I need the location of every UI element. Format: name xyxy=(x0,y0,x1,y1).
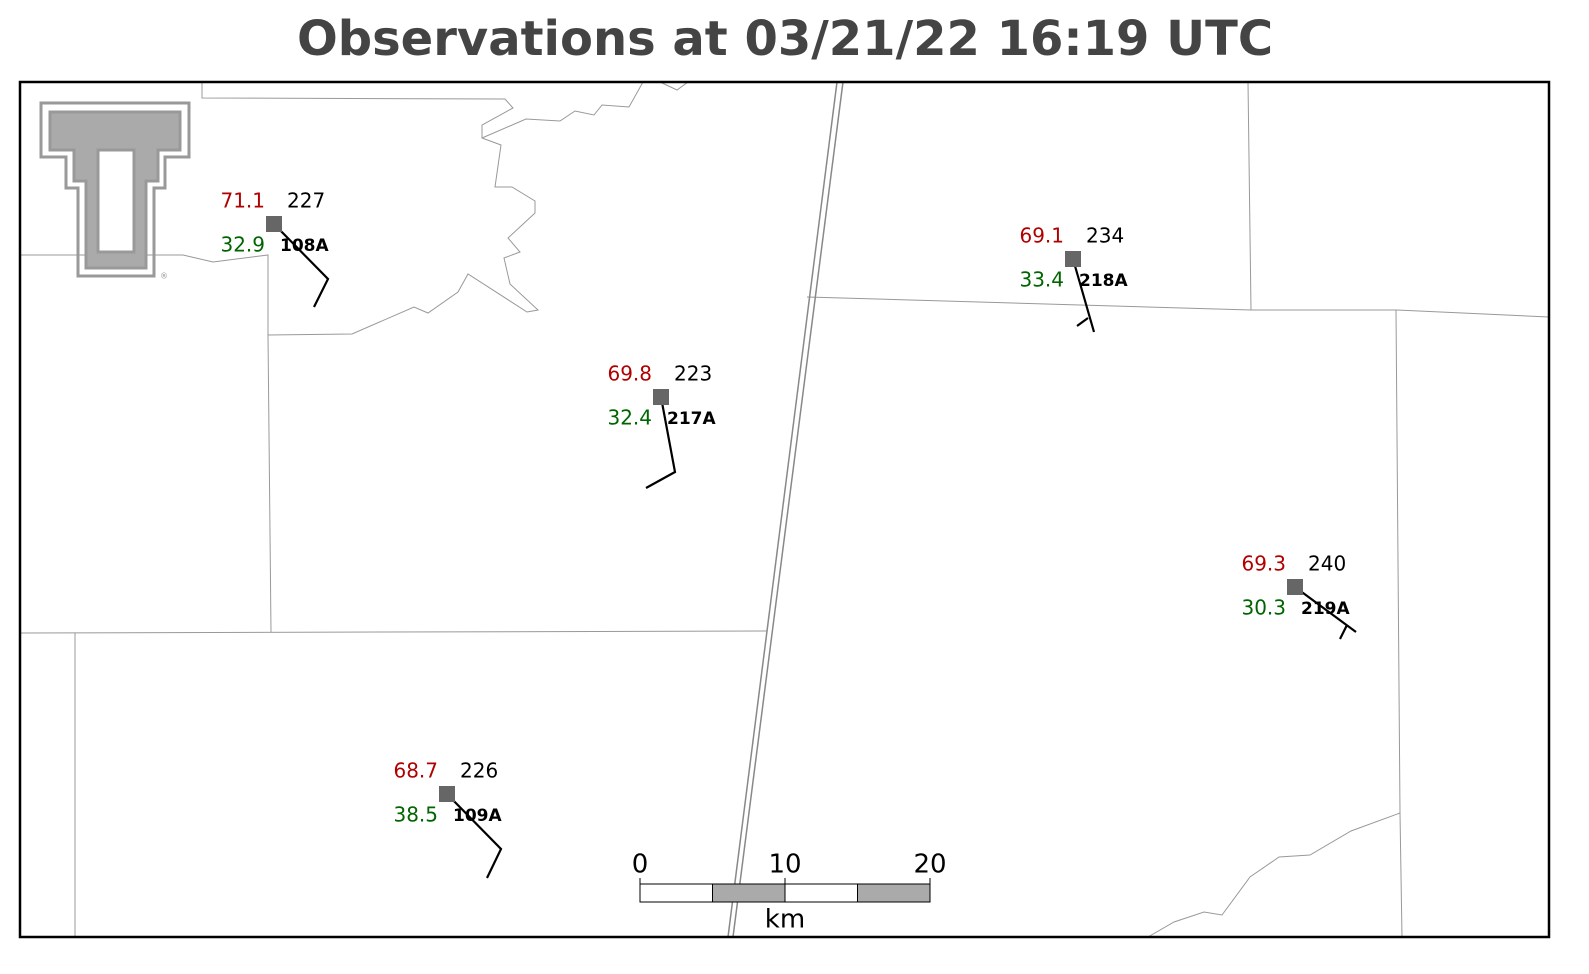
wind-barb xyxy=(1294,586,1357,640)
station-id: 108A xyxy=(280,236,329,256)
station-marker xyxy=(266,216,282,232)
dewpoint: 32.4 xyxy=(607,406,652,430)
station-marker xyxy=(1065,251,1081,267)
station-marker xyxy=(653,389,669,405)
scale-segment xyxy=(712,883,786,903)
temperature: 69.3 xyxy=(1241,552,1286,576)
dewpoint: 32.9 xyxy=(220,233,265,257)
station-marker xyxy=(1287,579,1303,595)
station-id: 219A xyxy=(1301,599,1350,619)
scale-unit: km xyxy=(765,905,805,935)
pressure: 227 xyxy=(287,189,325,213)
scale-bar: 0 10 20 km xyxy=(632,850,947,935)
boundaries xyxy=(19,81,1550,938)
station-plots: 71.1 227 32.9 108A 69.8 223 32.4 217A 69.1 234 33.… xyxy=(220,189,1357,879)
temperature: 69.8 xyxy=(607,362,652,386)
wind-barb xyxy=(1071,258,1096,333)
title: Observations at 03/21/22 16:19 UTC xyxy=(297,11,1273,67)
station-id: 218A xyxy=(1079,271,1128,291)
wind-barb xyxy=(645,396,677,489)
scale-segment xyxy=(784,883,858,903)
pressure: 223 xyxy=(674,362,712,386)
dewpoint: 38.5 xyxy=(393,803,438,827)
scale-tick-label: 10 xyxy=(768,850,801,880)
station-marker xyxy=(439,786,455,802)
scale-segment xyxy=(639,883,713,903)
wind-barb xyxy=(273,223,330,308)
dewpoint: 30.3 xyxy=(1241,596,1286,620)
logo: ® xyxy=(39,101,191,281)
dewpoint: 33.4 xyxy=(1019,268,1064,292)
pressure: 234 xyxy=(1086,224,1124,248)
pressure: 226 xyxy=(460,759,498,783)
pressure: 240 xyxy=(1308,552,1346,576)
wind-barb xyxy=(446,793,503,879)
svg-text:®: ® xyxy=(160,272,168,281)
temperature: 68.7 xyxy=(393,759,438,783)
station-id: 109A xyxy=(453,806,502,826)
scale-tick-label: 0 xyxy=(632,850,649,880)
temperature: 69.1 xyxy=(1019,224,1064,248)
map-frame xyxy=(18,80,1551,939)
scale-tick-label: 20 xyxy=(913,850,946,880)
station-id: 217A xyxy=(667,409,716,429)
temperature: 71.1 xyxy=(220,189,265,213)
scale-segment xyxy=(857,883,931,903)
